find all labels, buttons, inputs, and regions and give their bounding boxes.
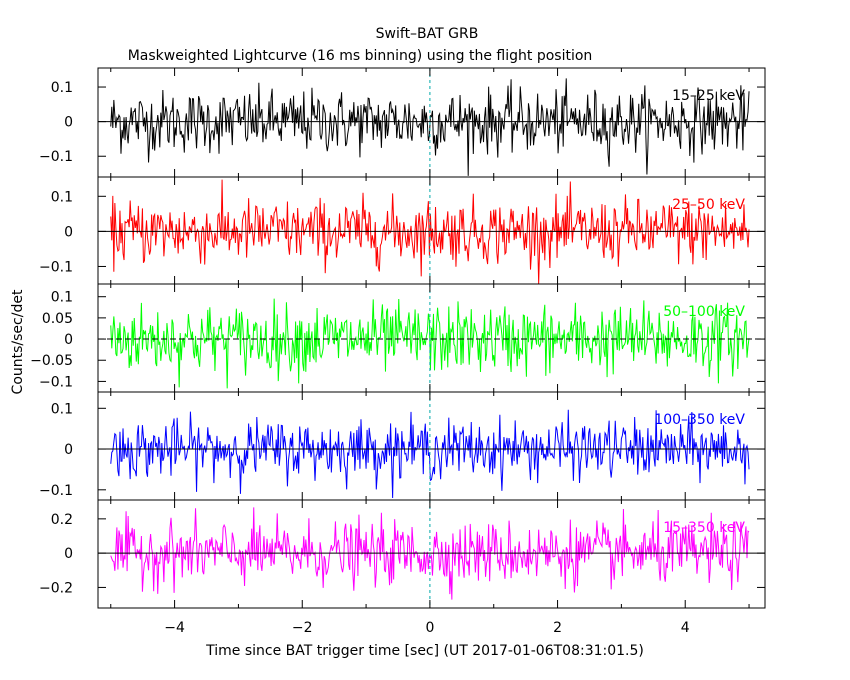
y-tick-label: 0: [64, 332, 73, 348]
x-axis-label: Time since BAT trigger time [sec] (UT 20…: [205, 643, 644, 659]
panel-1: −0.1 0 0.1 15–25 keV: [39, 67, 766, 178]
chart-title: Swift–BAT GRB: [376, 26, 479, 42]
series-line: [110, 179, 750, 285]
panel-band-label: 15–25 keV: [672, 88, 745, 104]
y-tick-label: 0.1: [51, 290, 73, 306]
series-line: [110, 78, 750, 176]
y-tick-label: 0.1: [51, 189, 73, 205]
y-axis-label: Counts/sec/det: [10, 289, 26, 394]
panel-band-label: 100–350 keV: [654, 412, 745, 428]
y-tick-label: −0.05: [30, 353, 73, 369]
panel-4: −0.1 0 0.1 100–350 keV: [39, 391, 766, 501]
x-tick-label: 2: [553, 620, 562, 636]
y-tick-label: −0.1: [39, 374, 73, 390]
panel-5: −0.2 0 0.2 15–350 keV: [39, 499, 766, 609]
y-tick-label: 0: [64, 224, 73, 240]
panel-band-label: 15–350 keV: [663, 520, 745, 536]
panel-band-label: 25–50 keV: [672, 197, 745, 213]
y-tick-label: 0: [64, 442, 73, 458]
y-tick-label: 0: [64, 546, 73, 562]
x-tick-label: 0: [425, 620, 434, 636]
panel-frame: [97, 499, 766, 609]
y-tick-label: 0: [64, 115, 73, 131]
chart-subtitle: Maskweighted Lightcurve (16 ms binning) …: [128, 48, 593, 64]
y-tick-label: −0.2: [39, 580, 73, 596]
y-tick-label: −0.1: [39, 483, 73, 499]
y-tick-label: 0.05: [42, 311, 73, 327]
panel-band-label: 50–100 keV: [663, 304, 745, 320]
y-tick-label: 0.1: [51, 401, 73, 417]
panel-3: −0.1 −0.05 0 0.05 0.1 50–100 keV: [30, 283, 766, 393]
panel-frame: [97, 391, 766, 501]
panel-2: −0.1 0 0.1 25–50 keV: [39, 176, 766, 285]
x-tick-label: 4: [681, 620, 690, 636]
x-tick-label: −4: [164, 620, 185, 636]
x-tick-label: −2: [292, 620, 313, 636]
y-tick-label: −0.1: [39, 149, 73, 165]
y-tick-label: 0.1: [51, 80, 73, 96]
y-tick-label: 0.2: [51, 512, 73, 528]
panels-group: −0.100.1 15–25 keV−0.100.1 25–50 keV−0.1−0…: [30, 67, 766, 636]
y-tick-label: −0.1: [39, 259, 73, 275]
